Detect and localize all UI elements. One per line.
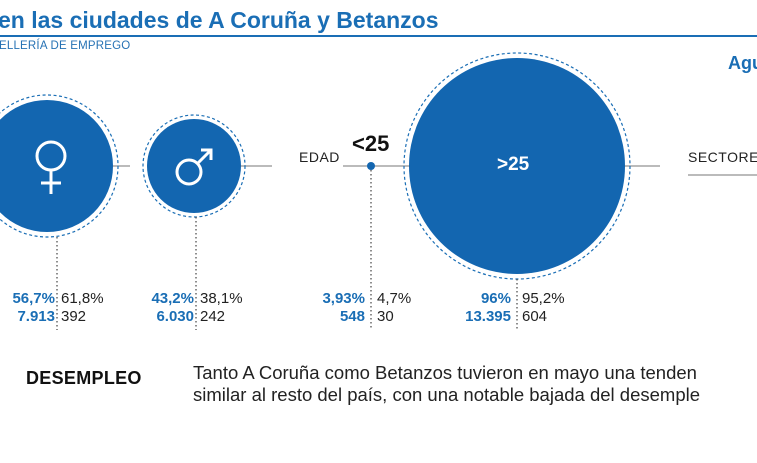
male-pct-a: 43,2% (151, 290, 194, 307)
unemployment-text: Tanto A Coruña como Betanzos tuvieron en… (193, 362, 700, 406)
female-symbol-icon (35, 140, 67, 194)
under-25-count-a: 548 (339, 308, 365, 325)
female-bubble (0, 94, 119, 238)
unemployment-text-line-2: similar al resto del país, con una notab… (193, 384, 701, 405)
over-25-count-a: 13.395 (465, 308, 511, 325)
female-pct-b: 61,8% (61, 290, 104, 307)
region-label: Agu (728, 53, 757, 73)
female-count-b: 392 (61, 308, 87, 325)
male-symbol-icon (175, 148, 213, 186)
over-25-pct-a: 96% (480, 290, 511, 307)
male-count-b: 242 (200, 308, 226, 325)
unemployment-text-line-1: Tanto A Coruña como Betanzos tuvieron en… (193, 362, 697, 383)
over-25-pct-b: 95,2% (522, 290, 565, 307)
female-pct-a: 56,7% (12, 290, 55, 307)
female-count-a: 7.913 (17, 308, 55, 325)
male-count-a: 6.030 (156, 308, 194, 325)
under-25-pct-a: 3,93% (322, 290, 365, 307)
title-rule (0, 35, 757, 37)
under-25-dot (367, 162, 375, 170)
page-title: en las ciudades de A Coruña y Betanzos (0, 7, 439, 33)
under-25-label: <25 (352, 131, 390, 156)
unemployment-heading: DESEMPLEO (26, 368, 142, 388)
over-25-count-b: 604 (522, 308, 548, 325)
sector-axis-label: SECTORE (688, 149, 757, 165)
under-25-pct-b: 4,7% (377, 290, 412, 307)
age-axis-label: EDAD (299, 149, 340, 165)
male-pct-b: 38,1% (200, 290, 243, 307)
under-25-count-b: 30 (377, 308, 394, 325)
source-credit: ELLERÍA DE EMPREGO (0, 40, 131, 52)
male-bubble (142, 114, 246, 218)
over-25-label: >25 (497, 154, 530, 175)
